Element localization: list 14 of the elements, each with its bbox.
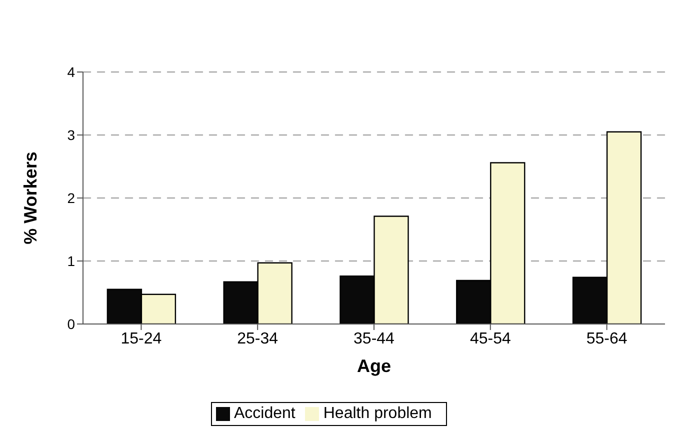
y-axis-title: % Workers (20, 152, 40, 244)
y-tick-label: 4 (67, 64, 76, 80)
y-tick-label: 3 (67, 126, 76, 143)
legend-label: Accident (234, 405, 296, 422)
x-axis-title: Age (356, 356, 392, 376)
x-tick-label: 35-44 (354, 330, 395, 348)
y-tick-label: 2 (67, 190, 76, 206)
legend-label: Health problem (323, 405, 432, 422)
x-tick-label: 45-54 (470, 330, 511, 348)
x-tick-label: 15-24 (120, 330, 162, 348)
x-tick-label: 25-34 (237, 330, 278, 348)
y-tick-label: 1 (67, 252, 76, 269)
x-tick-label: 55-64 (586, 330, 628, 348)
y-tick-label: 0 (67, 316, 76, 332)
